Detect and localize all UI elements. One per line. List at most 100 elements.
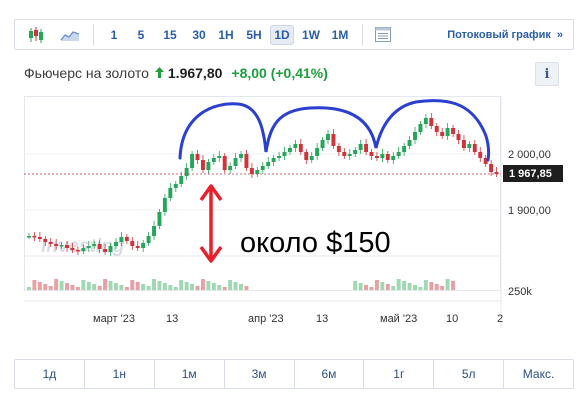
chart-toolbar: 1 5 15 30 1H 5H 1D 1W 1M Потоковый графи…: [14, 19, 574, 50]
candle-body: [451, 128, 456, 134]
interval-5h[interactable]: 5H: [246, 27, 262, 42]
candle-body: [206, 162, 211, 170]
volume-bar: [429, 282, 434, 290]
candle-body: [266, 162, 271, 166]
interval-5[interactable]: 5: [137, 27, 145, 42]
annotation-arrow-down-head: [199, 245, 223, 263]
volume-bar: [190, 284, 195, 290]
volume-bar: [65, 283, 69, 290]
candle-body: [200, 160, 205, 170]
interval-30[interactable]: 30: [192, 27, 206, 42]
candle-body: [70, 248, 75, 250]
interval-1d[interactable]: 1D: [269, 20, 295, 49]
candle-body: [467, 144, 472, 148]
interval-1m[interactable]: 1M: [331, 27, 349, 42]
current-price-label: 1 967,85: [509, 168, 552, 180]
y-tick-1900: 1 900,00: [508, 205, 551, 217]
volume-bar: [217, 285, 222, 290]
range-3m[interactable]: 3м: [225, 360, 295, 388]
area-chart-icon[interactable]: [57, 20, 83, 49]
info-button[interactable]: i: [535, 62, 559, 86]
candle-body: [298, 144, 303, 152]
candle-body: [483, 158, 488, 164]
candle-body: [146, 236, 151, 243]
candle-body: [287, 148, 292, 152]
volume-bar: [451, 281, 456, 290]
range-5y[interactable]: 5л: [434, 360, 505, 388]
volume-bar: [43, 284, 48, 290]
candle-body: [369, 152, 374, 156]
volume-bar: [103, 279, 108, 290]
info-icon: i: [544, 66, 550, 82]
annotation-text: около $150: [240, 227, 391, 259]
volume-bar: [418, 287, 423, 290]
volume-bar: [70, 285, 75, 290]
candle-body: [326, 134, 330, 140]
volume-bar: [179, 280, 184, 290]
candle-body: [418, 124, 423, 132]
volume-bar: [358, 283, 363, 290]
candle-body: [429, 118, 434, 126]
range-1y[interactable]: 1г: [364, 360, 435, 388]
candle-body: [157, 212, 162, 226]
candles-layer: [27, 113, 499, 256]
streaming-chart-link[interactable]: Потоковый график »: [447, 20, 563, 49]
last-price: 1.967,80: [167, 65, 223, 81]
interval-15[interactable]: 15: [163, 27, 177, 42]
candle-body: [190, 154, 195, 168]
volume-bar: [108, 281, 113, 290]
interval-1w[interactable]: 1W: [302, 27, 320, 42]
range-6m[interactable]: 6м: [295, 360, 365, 388]
volume-bar: [75, 287, 80, 290]
x-tick-10-may: 10: [446, 313, 458, 325]
x-tick-2: 2: [497, 313, 503, 325]
candle-body: [271, 158, 276, 162]
candle-body: [54, 244, 59, 246]
candle-body: [59, 245, 64, 247]
candle-body: [48, 242, 53, 244]
candle-body: [217, 156, 222, 158]
candle-body: [162, 198, 167, 212]
candle-body: [43, 239, 48, 242]
interval-1[interactable]: 1: [110, 27, 118, 42]
x-tick-april: апр '23: [248, 313, 284, 325]
price-change: +8,00 (+0,41%): [231, 65, 328, 81]
current-price-badge: [503, 165, 563, 182]
volume-bar: [162, 283, 167, 290]
candle-body: [396, 152, 401, 156]
candle-body: [239, 154, 243, 158]
volume-bar: [396, 279, 401, 290]
range-1d[interactable]: 1д: [15, 360, 85, 388]
volume-bar: [27, 287, 31, 290]
volume-bar: [173, 287, 178, 290]
volume-bar: [54, 279, 59, 290]
volume-bar: [380, 282, 385, 290]
range-1m[interactable]: 1м: [155, 360, 225, 388]
candle-body: [211, 158, 216, 162]
volume-bar: [92, 284, 97, 290]
candle-body: [342, 152, 347, 156]
toolbar-divider: [362, 24, 363, 45]
candle-body: [407, 140, 412, 146]
candle-body: [478, 152, 483, 158]
candlestick-chart-icon[interactable]: [23, 20, 49, 49]
x-tick-may: май '23: [380, 313, 417, 325]
candle-body: [141, 243, 146, 248]
candle-body: [195, 154, 200, 160]
price-chart[interactable]: Investing 2 000,00 1 900,00 1 967,85 250…: [24, 96, 572, 328]
candle-body: [472, 144, 477, 152]
data-table-icon[interactable]: [371, 20, 395, 49]
volume-bar: [97, 286, 102, 290]
volume-bar: [244, 286, 249, 290]
range-max[interactable]: Макс.: [522, 367, 555, 381]
interval-1h[interactable]: 1H: [218, 27, 234, 42]
candle-body: [282, 152, 287, 156]
candle-body: [222, 156, 227, 170]
candle-body: [309, 156, 314, 160]
volume-bar: [32, 280, 37, 290]
y-tick-2000: 2 000,00: [508, 149, 551, 161]
range-1w[interactable]: 1н: [85, 360, 155, 388]
candle-body: [244, 154, 249, 168]
volume-bar: [413, 285, 417, 290]
